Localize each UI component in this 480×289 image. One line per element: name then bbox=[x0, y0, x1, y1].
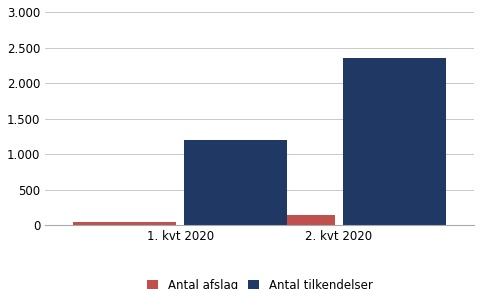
Legend: Antal afslag, Antal tilkendelser: Antal afslag, Antal tilkendelser bbox=[142, 274, 377, 289]
Bar bbox=[184, 140, 287, 225]
Bar bbox=[73, 222, 176, 225]
Bar bbox=[342, 58, 445, 225]
Bar bbox=[231, 215, 335, 225]
